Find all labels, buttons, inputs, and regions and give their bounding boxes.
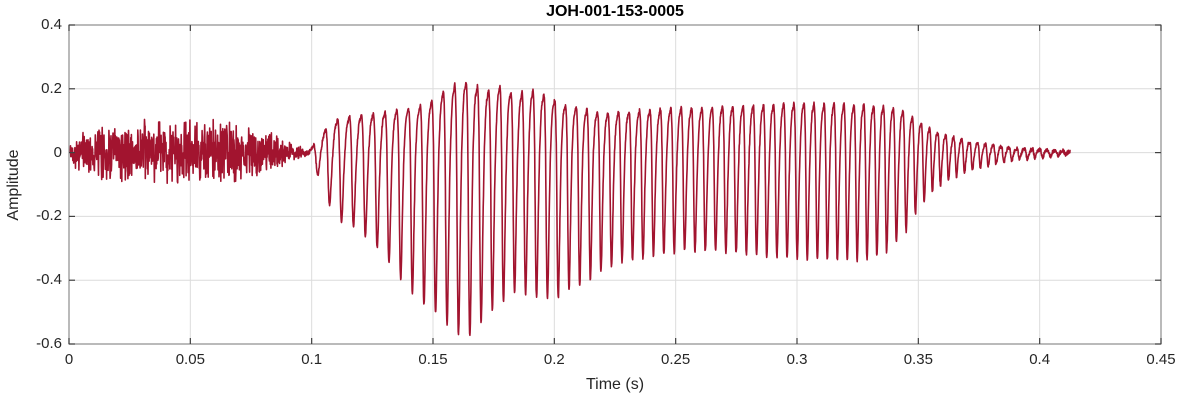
x-tick-label: 0.45 [1146, 351, 1176, 368]
x-tick-label: 0.2 [543, 351, 565, 368]
x-tick-label: 0.25 [661, 351, 691, 368]
y-tick-label: -0.2 [36, 207, 62, 225]
waveform-path [69, 81, 1071, 337]
chart-title: JOH-001-153-0005 [546, 3, 684, 20]
x-tick-label: 0.15 [418, 351, 448, 368]
y-tick-label: 0 [53, 143, 62, 161]
y-tick-label: 0.2 [41, 79, 62, 97]
x-tick-label: 0.4 [1029, 351, 1051, 368]
x-tick-label: 0.1 [301, 351, 323, 368]
y-tick-label: -0.4 [36, 271, 62, 289]
x-tick-label: 0.3 [786, 351, 808, 368]
x-axis-label: Time (s) [585, 376, 645, 393]
x-tick-label: 0 [64, 351, 74, 368]
x-tick-label: 0.35 [903, 351, 933, 368]
y-tick-label: -0.6 [36, 335, 62, 352]
x-tick-label: 0.05 [175, 351, 205, 368]
plot-box [68, 24, 1162, 345]
y-tick-label: 0.4 [41, 16, 62, 33]
